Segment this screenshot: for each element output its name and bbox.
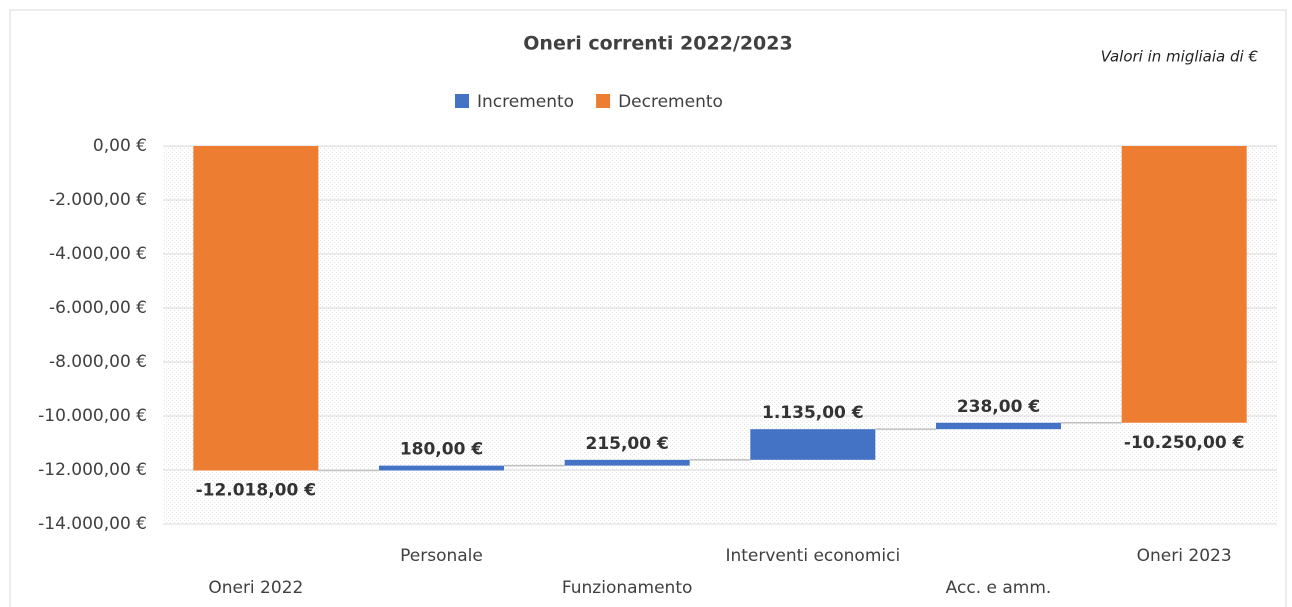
bar [1121,146,1247,423]
y-tick-label: -4.000,00 € [49,244,147,264]
annotation: Valori in migliaia di € [1101,48,1259,66]
x-tick-label: Funzionamento [562,578,693,598]
y-tick-label: -10.000,00 € [38,406,147,426]
plot-area [163,146,1277,524]
x-tick-label: Oneri 2023 [1137,546,1232,566]
bar [564,459,690,466]
chart-title: Oneri correnti 2022/2023 [523,33,792,55]
y-tick-label: -6.000,00 € [49,298,147,318]
y-tick-label: -14.000,00 € [38,514,147,534]
y-tick-label: -2.000,00 € [49,190,147,210]
data-label: 1.135,00 € [762,403,864,423]
data-label: -12.018,00 € [196,480,317,500]
legend-label: Decremento [618,92,723,112]
bar [193,146,319,471]
y-tick-label: -8.000,00 € [49,352,147,372]
data-label: -10.250,00 € [1124,433,1245,453]
legend-swatch [596,94,611,108]
data-label: 215,00 € [585,434,668,454]
bar [936,422,1061,430]
bar [750,429,876,460]
data-label: 238,00 € [957,397,1040,417]
x-tick-label: Personale [400,546,483,566]
data-label: 180,00 € [400,440,483,460]
x-tick-label: Oneri 2022 [208,578,303,598]
legend-swatch [455,94,469,108]
y-tick-label: 0,00 € [93,136,147,156]
y-tick-label: -12.000,00 € [38,460,147,480]
bar [379,465,504,471]
legend-label: Incremento [477,92,574,112]
x-tick-label: Interventi economici [725,546,900,566]
x-tick-label: Acc. e amm. [946,578,1052,598]
